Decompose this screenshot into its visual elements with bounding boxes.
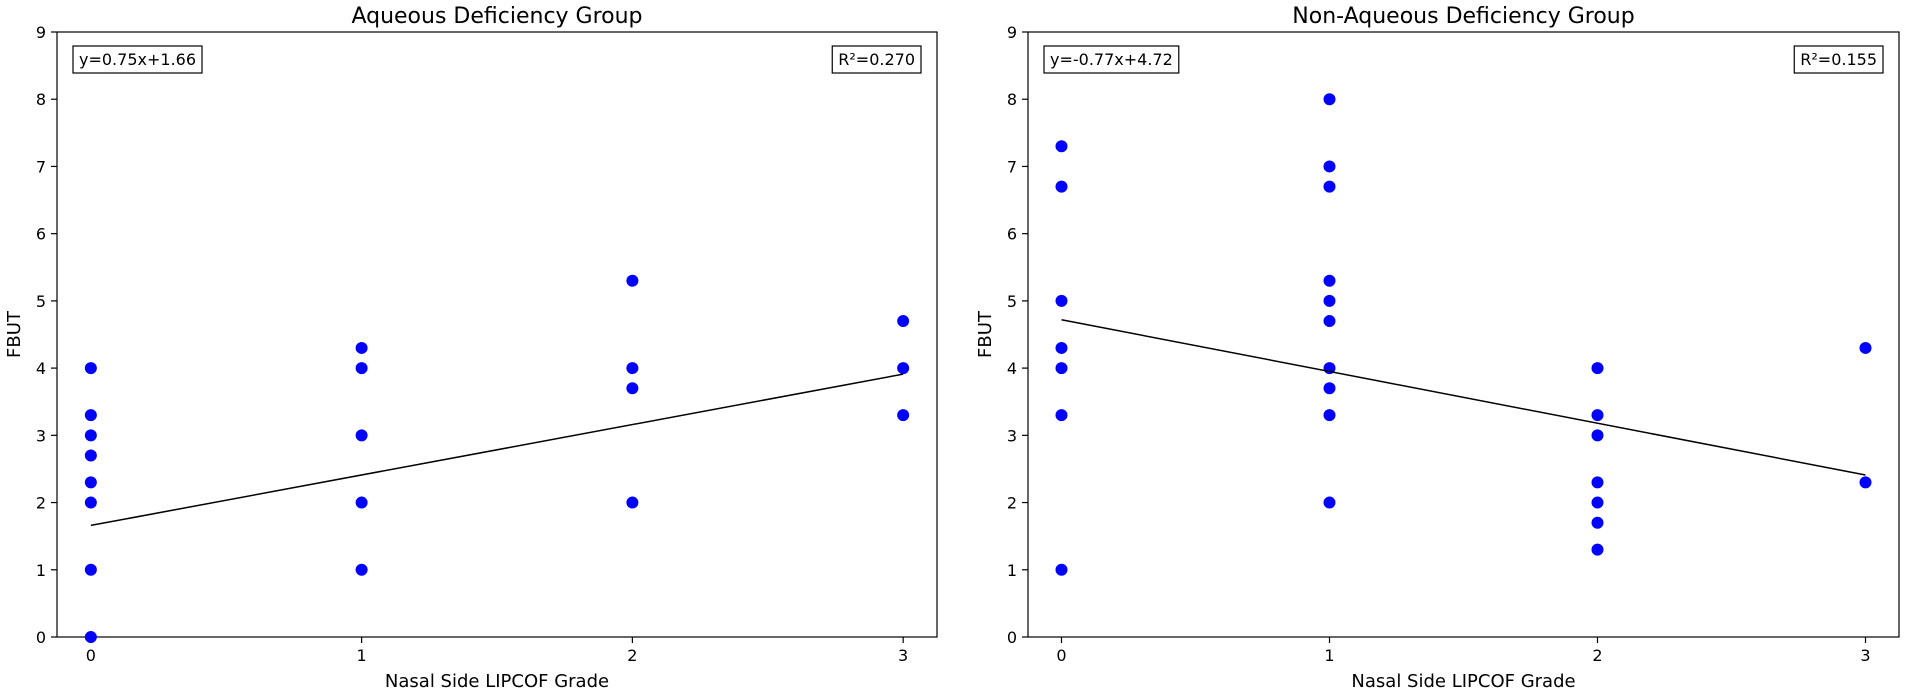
equation-label: y=-0.77x+4.72 (1050, 50, 1173, 69)
y-tick-label: 3 (1007, 426, 1017, 445)
y-tick-label: 5 (1007, 292, 1017, 311)
data-point (1859, 476, 1872, 489)
y-tick-label: 8 (36, 90, 46, 109)
data-point (897, 362, 910, 375)
data-point (1323, 315, 1336, 328)
y-tick-label: 1 (1007, 561, 1017, 580)
x-tick-label: 1 (1324, 646, 1334, 665)
data-point (84, 449, 97, 462)
y-tick-label: 0 (1007, 628, 1017, 647)
y-tick-label: 6 (1007, 225, 1017, 244)
y-axis-label: FBUT (4, 310, 25, 358)
data-point (84, 496, 97, 509)
chart-panel-1: Aqueous Deficiency Group 0 1 2 3 0 1 2 3 4 5 6 7 8 9 Na… (4, 4, 938, 692)
data-point (84, 362, 97, 375)
y-axis-label: FBUT (975, 310, 996, 358)
equation-box (72, 45, 203, 74)
data-point (1591, 543, 1604, 556)
data-point (84, 631, 97, 643)
data-point (355, 496, 368, 509)
x-tick-label: 2 (627, 646, 637, 665)
data-point (626, 362, 639, 375)
r2-box (1793, 45, 1884, 74)
x-tick-label: 2 (1592, 646, 1602, 665)
data-point (1055, 180, 1068, 193)
data-point (1323, 274, 1336, 287)
y-tick-label: 1 (36, 561, 46, 580)
equation-annotation: y=0.75x+1.66 (72, 45, 203, 74)
data-point (84, 563, 97, 576)
y-tick-label: 3 (36, 426, 46, 445)
chart-title: Non-Aqueous Deficiency Group (1292, 4, 1634, 29)
x-tick-label: 1 (357, 646, 367, 665)
data-point (1323, 496, 1336, 509)
data-point (626, 496, 639, 509)
data-point (1591, 516, 1604, 529)
y-tick-label: 0 (36, 628, 46, 647)
y-tick-label: 4 (1007, 359, 1017, 378)
data-point (626, 274, 639, 287)
data-point (1055, 341, 1068, 354)
equation-label: y=0.75x+1.66 (79, 50, 196, 69)
data-point (355, 429, 368, 442)
y-tick-label: 7 (36, 157, 46, 176)
data-point (1323, 382, 1336, 395)
x-axis-label: Nasal Side LIPCOF Grade (1351, 671, 1575, 692)
data-point (355, 341, 368, 354)
y-tick-label: 4 (36, 359, 46, 378)
data-point (355, 563, 368, 576)
x-tick-label: 0 (1056, 646, 1066, 665)
data-point (84, 429, 97, 442)
y-tick-label: 8 (1007, 90, 1017, 109)
plot-frame (56, 31, 938, 638)
r2-box (831, 45, 922, 74)
equation-annotation: y=-0.77x+4.72 (1043, 45, 1180, 74)
data-point (1055, 294, 1068, 307)
data-point (626, 382, 639, 395)
x-tick-label: 3 (898, 646, 908, 665)
y-tick-label: 6 (36, 225, 46, 244)
regression-line (90, 373, 904, 527)
data-point (1591, 409, 1604, 422)
data-point (1323, 160, 1336, 173)
data-point (1859, 341, 1872, 354)
r2-label: R²=0.270 (838, 50, 915, 69)
x-axis-label: Nasal Side LIPCOF Grade (385, 671, 609, 692)
r2-annotation: R²=0.270 (831, 45, 922, 74)
x-tick-label: 0 (86, 646, 96, 665)
data-point (1591, 496, 1604, 509)
data-point (355, 362, 368, 375)
data-point (897, 409, 910, 422)
data-point (1591, 476, 1604, 489)
r2-annotation: R²=0.155 (1793, 45, 1884, 74)
y-tick-label: 9 (36, 23, 46, 42)
data-point (897, 315, 910, 328)
data-point (1055, 362, 1068, 375)
data-point (1591, 429, 1604, 442)
x-tick-label: 3 (1860, 646, 1870, 665)
y-tick-label: 9 (1007, 23, 1017, 42)
r2-label: R²=0.155 (1800, 50, 1877, 69)
data-point (1591, 362, 1604, 375)
y-tick-label: 5 (36, 292, 46, 311)
y-tick-label: 7 (1007, 157, 1017, 176)
y-tick-label: 2 (36, 494, 46, 513)
data-point (1323, 409, 1336, 422)
data-point (1323, 93, 1336, 106)
data-point (84, 476, 97, 489)
data-point (1055, 409, 1068, 422)
regression-line (1061, 318, 1866, 476)
chart-panel-2: Non-Aqueous Deficiency Group 0 1 2 3 0 1 2 3 4 5 6 7… (975, 4, 1900, 692)
data-point (1055, 563, 1068, 576)
data-point (1323, 180, 1336, 193)
y-tick-label: 2 (1007, 494, 1017, 513)
plot-frame (1027, 31, 1900, 638)
data-point (1055, 140, 1068, 153)
data-point (1323, 294, 1336, 307)
equation-box (1043, 45, 1180, 74)
chart-title: Aqueous Deficiency Group (351, 4, 642, 29)
data-point (84, 409, 97, 422)
